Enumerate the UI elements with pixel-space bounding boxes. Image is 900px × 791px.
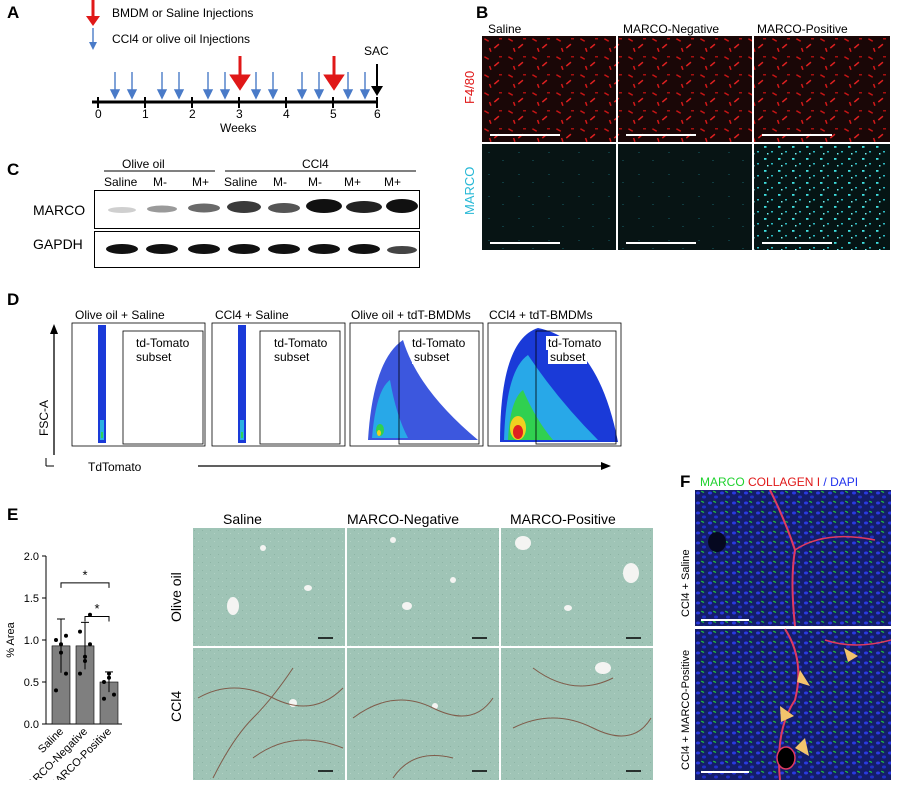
d-title-2: CCl4 + Saline xyxy=(215,308,289,322)
panel-letter-d: D xyxy=(7,290,20,309)
d-xlabel: TdTomato xyxy=(88,460,142,474)
week-tick-1: 1 xyxy=(142,107,149,121)
c-lane-1: Saline xyxy=(104,175,138,189)
week-tick-0: 0 xyxy=(95,107,102,121)
legend-ccl4-text: CCl4 or olive oil Injections xyxy=(112,32,251,46)
data-point xyxy=(88,642,92,647)
week-tick-6: 6 xyxy=(374,107,381,121)
weeks-axis-label: Weeks xyxy=(220,121,257,135)
c-lane-7: M+ xyxy=(344,175,362,189)
legend-bmdm-text: BMDM or Saline Injections xyxy=(112,6,254,20)
c-row-gapdh: GAPDH xyxy=(33,236,83,252)
sig-bracket-2 xyxy=(84,615,110,622)
y-tick-label: 0.5 xyxy=(24,677,39,689)
d-gate-label-4b: subset xyxy=(548,350,588,364)
b-col-marco-pos: MARCO-Positive xyxy=(757,22,848,36)
if-image-grid xyxy=(482,36,890,250)
data-point xyxy=(107,671,111,676)
b-col-marco-neg: MARCO-Negative xyxy=(623,22,720,36)
f-legend-collagen: COLLAGEN I xyxy=(748,475,821,489)
f-legend-marco: MARCO xyxy=(700,475,745,489)
e-row-ccl4: CCl4 xyxy=(168,690,184,722)
data-point xyxy=(83,654,87,659)
c-group-olive-oil: Olive oil xyxy=(122,157,165,171)
panel-letter-a: A xyxy=(7,3,20,22)
d-gate-label-2a: td-Tomato xyxy=(274,336,328,350)
e-col-marco-neg: MARCO-Negative xyxy=(347,511,460,527)
b-row-marco: MARCO xyxy=(462,166,477,215)
week-tick-4: 4 xyxy=(283,107,290,121)
c-lane-5: M- xyxy=(273,175,287,189)
data-point xyxy=(102,680,106,684)
e-row-olive-oil: Olive oil xyxy=(168,572,184,622)
panel-letter-c: C xyxy=(7,160,20,179)
if-collagen-images xyxy=(695,490,891,780)
panel-letter-e: E xyxy=(7,505,19,524)
c-lane-8: M+ xyxy=(384,175,402,189)
y-tick-label: 2.0 xyxy=(24,551,39,563)
f-row-ccl4-marco-pos: CCl4 + MARCO-Positive xyxy=(680,649,692,770)
d-title-1: Olive oil + Saline xyxy=(75,308,165,322)
d-title-3: Olive oil + tdT-BMDMs xyxy=(351,308,471,322)
data-point xyxy=(78,629,82,634)
d-gate-label-4a: td-Tomato xyxy=(546,336,604,350)
data-point xyxy=(59,650,63,655)
sig-bracket-1 xyxy=(60,582,110,588)
d-ylabel: FSC-A xyxy=(37,400,51,436)
y-tick-label: 1.0 xyxy=(24,635,39,647)
data-point xyxy=(59,642,63,647)
data-point xyxy=(78,671,82,676)
week-tick-5: 5 xyxy=(330,107,337,121)
week-tick-2: 2 xyxy=(189,107,196,121)
c-group-ccl4: CCl4 xyxy=(302,157,329,171)
western-blot xyxy=(94,190,420,268)
d-gate-label-1a: td-Tomato xyxy=(136,336,190,350)
data-point xyxy=(107,675,111,680)
b-row-f480: F4/80 xyxy=(462,70,477,104)
b-col-saline: Saline xyxy=(488,22,522,36)
c-lane-4: Saline xyxy=(224,175,258,189)
sig-star-1: * xyxy=(82,568,87,583)
d-gate-label-3a: td-Tomato xyxy=(410,336,468,350)
week-tick-3: 3 xyxy=(236,107,243,121)
data-point xyxy=(88,612,92,617)
panel-letter-f: F xyxy=(680,472,691,491)
timeline-diagram xyxy=(86,0,383,108)
panel-letter-b: B xyxy=(476,3,489,22)
bar-chart: 0.00.51.01.52.0% AreaSalineMARCO-Negativ… xyxy=(5,551,122,780)
f-row-ccl4-saline: CCl4 + Saline xyxy=(680,549,692,617)
c-lane-6: M- xyxy=(308,175,322,189)
data-point xyxy=(64,671,68,676)
c-lane-3: M+ xyxy=(192,175,210,189)
c-row-marco: MARCO xyxy=(33,202,86,218)
d-gate-label-3b: subset xyxy=(412,350,452,364)
data-point xyxy=(64,633,68,638)
histology-grid xyxy=(193,528,653,780)
sac-label: SAC xyxy=(364,44,389,58)
y-axis-label: % Area xyxy=(5,621,17,657)
e-col-saline: Saline xyxy=(223,511,262,527)
y-tick-label: 1.5 xyxy=(24,593,39,605)
data-point xyxy=(112,692,116,697)
sig-star-2: * xyxy=(94,601,99,616)
y-tick-label: 0.0 xyxy=(24,719,39,731)
data-point xyxy=(102,696,106,701)
e-col-marco-pos: MARCO-Positive xyxy=(510,511,616,527)
f-legend-dapi: DAPI xyxy=(830,475,859,489)
flow-cytometry-plots xyxy=(45,322,622,470)
data-point xyxy=(83,659,87,663)
d-title-4: CCl4 + tdT-BMDMs xyxy=(489,308,593,322)
c-group-lines xyxy=(104,170,416,172)
d-gate-label-2b: subset xyxy=(274,350,310,364)
data-point xyxy=(54,688,58,693)
c-lane-2: M- xyxy=(153,175,167,189)
d-gate-label-1b: subset xyxy=(136,350,172,364)
data-point xyxy=(54,638,58,642)
